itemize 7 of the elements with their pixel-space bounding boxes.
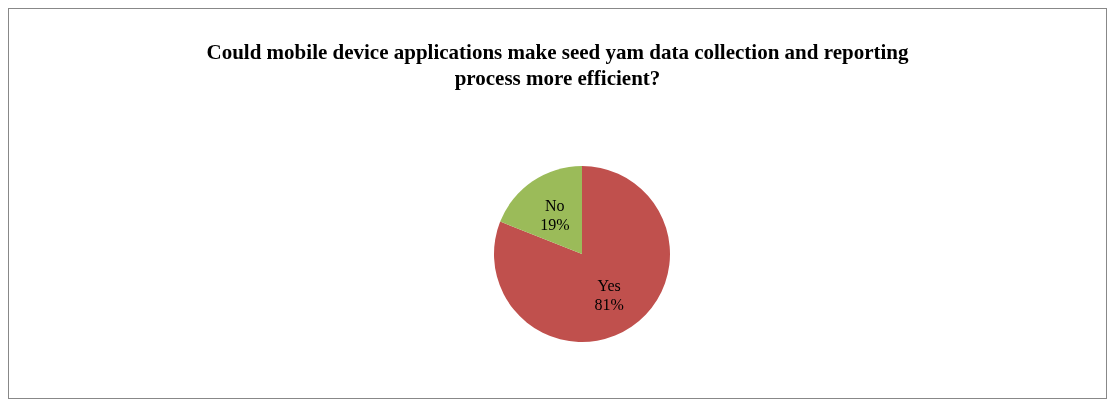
data-label: 19% bbox=[540, 215, 570, 233]
chart-title: Could mobile device applications make seed yam data collection and reporting process more efficient? bbox=[205, 39, 910, 91]
slice-label: Yes bbox=[597, 276, 621, 294]
slice-label: No bbox=[545, 196, 565, 214]
pie-slice bbox=[494, 166, 670, 342]
data-label: 81% bbox=[594, 296, 624, 314]
pie-slice bbox=[500, 166, 582, 254]
